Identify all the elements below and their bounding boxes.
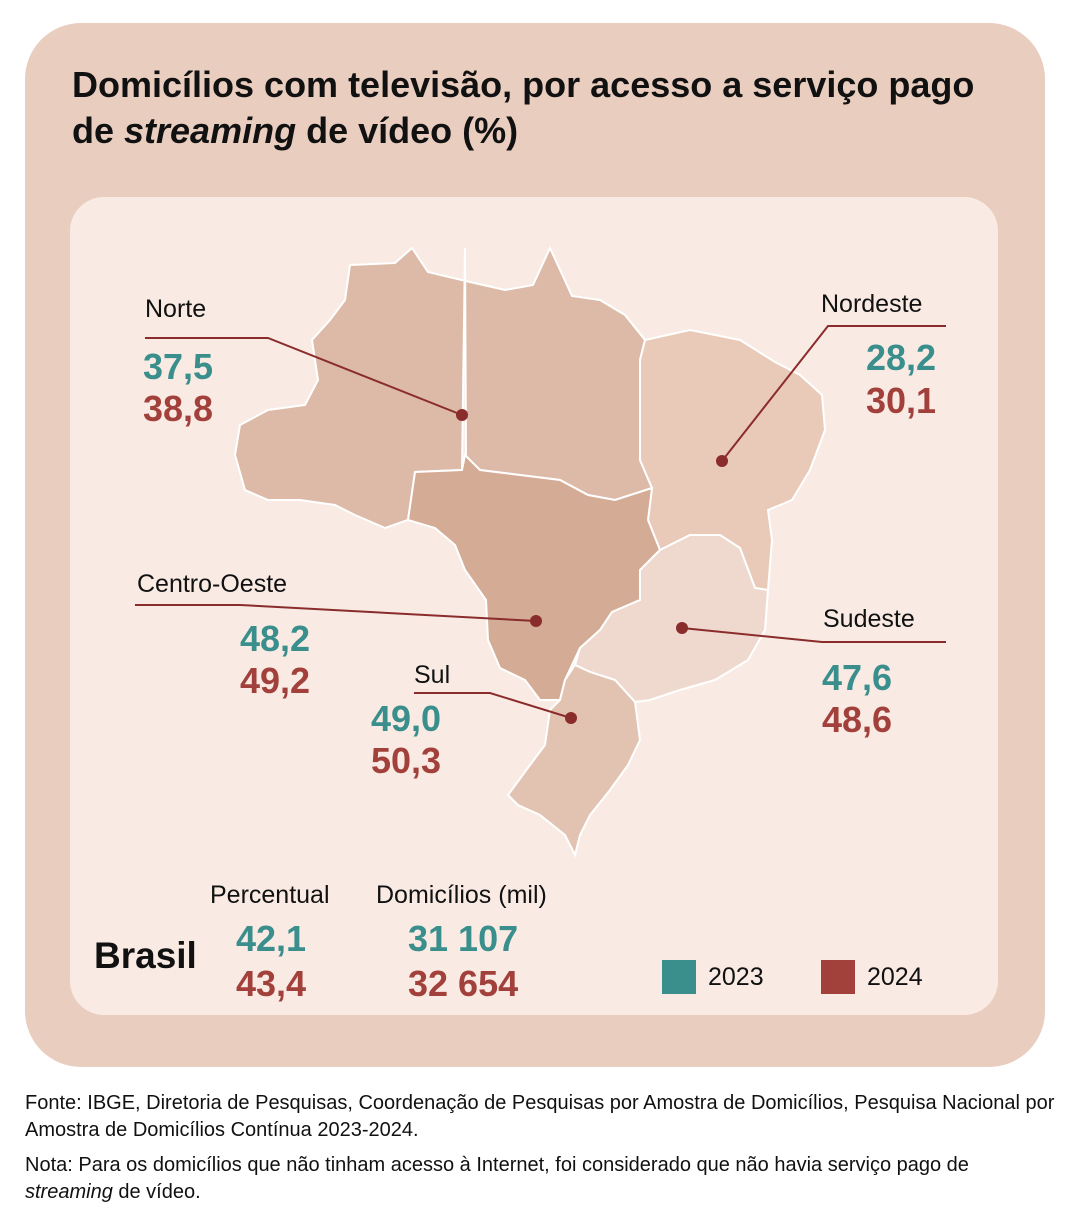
region-value-2023-nordeste: 28,2 [866, 337, 937, 378]
source-note: Fonte: IBGE, Diretoria de Pesquisas, Coo… [25, 1092, 1055, 1141]
title-text-1: Domicílios com televisão, por acesso a s… [72, 64, 975, 151]
region-dot-nordeste [716, 455, 728, 467]
legend-label-2023: 2023 [708, 963, 764, 991]
region-sudeste-shape [573, 534, 770, 704]
legend-swatch-2023 [662, 960, 696, 994]
region-value-2023-norte: 37,5 [143, 346, 214, 387]
footnote: Nota: Para os domicílios que não tinham … [25, 1152, 1055, 1206]
region-label-nordeste: Nordeste [821, 290, 923, 318]
region-value-2023-sudeste: 47,6 [822, 657, 893, 698]
title-text-2: de vídeo (%) [296, 110, 519, 151]
region-dot-sudeste [676, 622, 688, 634]
leader-line-sul [414, 692, 572, 719]
region-value-2023-centrooeste: 48,2 [240, 618, 311, 659]
region-label-norte: Norte [145, 295, 207, 323]
region-dot-centrooeste [530, 615, 542, 627]
brasil-households-2024: 32 654 [408, 963, 519, 1004]
brasil-percent-2023: 42,1 [236, 918, 307, 959]
region-label-sul: Sul [414, 661, 451, 689]
legend-label-2024: 2024 [867, 963, 923, 991]
region-label-centrooeste: Centro-Oeste [137, 570, 288, 598]
legend-swatch-2024 [821, 960, 855, 994]
footnote-text-italic: streaming [25, 1181, 113, 1203]
footnote-text-2: de vídeo. [112, 1181, 201, 1203]
brasil-percent-2024: 43,4 [236, 963, 307, 1004]
region-dot-sul [565, 712, 577, 724]
leader-line-norte [145, 337, 463, 416]
title-text-italic: streaming [124, 110, 297, 151]
households-column-header: Domicílios (mil) [376, 881, 547, 909]
region-label-sudeste: Sudeste [823, 605, 915, 633]
region-value-2024-centrooeste: 49,2 [240, 660, 311, 701]
region-value-2024-nordeste: 30,1 [866, 380, 937, 421]
region-dot-norte [456, 409, 468, 421]
region-value-2024-sudeste: 48,6 [822, 699, 893, 740]
percent-column-header: Percentual [210, 881, 330, 909]
brasil-households-2023: 31 107 [408, 918, 519, 959]
leader-line-centrooeste [135, 604, 537, 622]
region-value-2024-norte: 38,8 [143, 388, 214, 429]
leader-line-sudeste [681, 627, 946, 643]
region-value-2024-sul: 50,3 [371, 740, 442, 781]
leader-line-nordeste [721, 325, 946, 462]
chart-title: Domicílios com televisão, por acesso a s… [72, 62, 1012, 154]
footnote-text-1: Nota: Para os domicílios que não tinham … [25, 1154, 969, 1176]
region-value-2023-sul: 49,0 [371, 698, 442, 739]
brasil-label: Brasil [94, 935, 197, 976]
region-sul-shape [506, 663, 642, 858]
